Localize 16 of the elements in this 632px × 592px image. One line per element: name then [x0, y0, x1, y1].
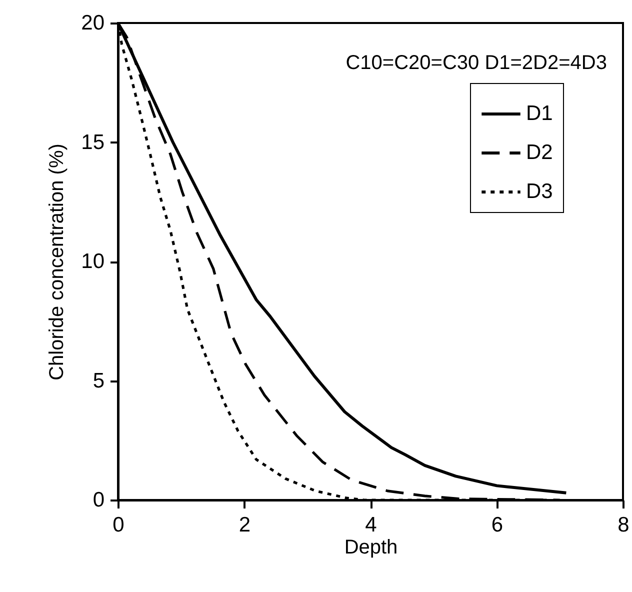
legend-label: D1 [526, 102, 553, 125]
legend-label: D2 [526, 141, 553, 164]
y-tick-label: 15 [81, 130, 104, 154]
y-tick-label: 5 [92, 369, 104, 392]
x-axis-title: Depth [344, 536, 398, 558]
annotation: C10=C20=C30 D1=2D2=4D3 [346, 52, 607, 74]
x-tick-label: 0 [112, 514, 124, 536]
x-tick-label: 6 [491, 514, 504, 536]
y-axis-title: Chloride concentration (%) [46, 144, 68, 380]
y-tick-label: 10 [81, 250, 104, 273]
x-tick-label: 4 [365, 514, 378, 536]
x-tick-label: 2 [238, 514, 251, 536]
x-tick-label: 8 [618, 514, 630, 536]
y-tick-label: 20 [81, 12, 104, 34]
y-tick-label: 0 [92, 488, 104, 512]
legend-label: D3 [526, 180, 553, 203]
